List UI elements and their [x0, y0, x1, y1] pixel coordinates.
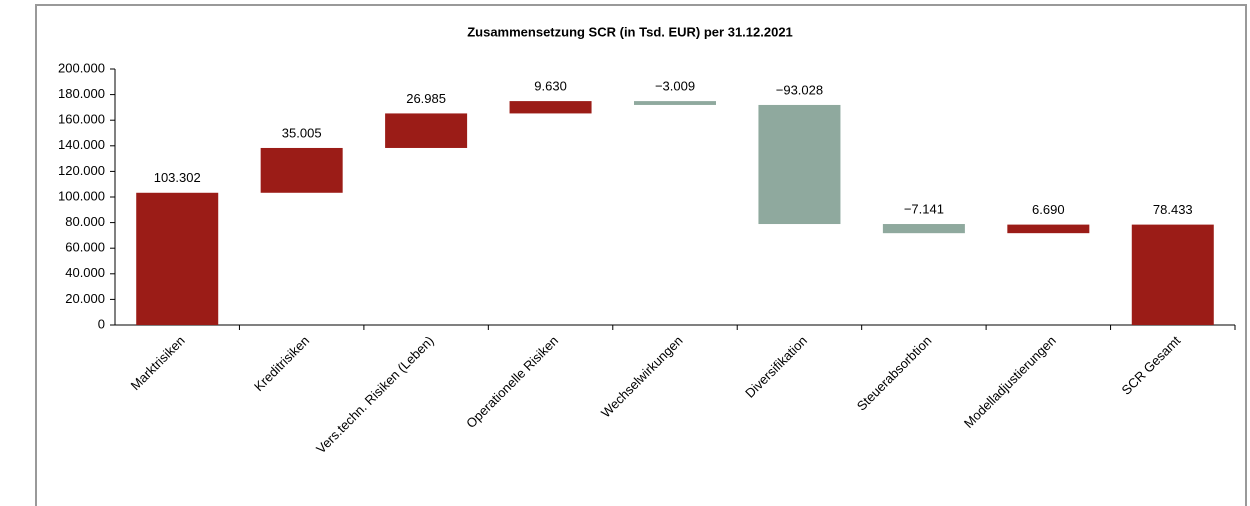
y-tick-label: 120.000 — [58, 163, 105, 178]
bar — [634, 101, 716, 105]
x-tick-label: Operationelle Risiken — [463, 333, 561, 431]
x-tick-label: Kreditrisiken — [251, 333, 312, 394]
value-label: −3.009 — [655, 79, 695, 94]
y-tick-label: 60.000 — [65, 240, 105, 255]
x-tick-label: Steuerabsorbtion — [854, 333, 935, 414]
y-tick-label: 180.000 — [58, 86, 105, 101]
value-label: 6.690 — [1032, 202, 1065, 217]
y-tick-label: 200.000 — [58, 60, 105, 75]
y-tick-label: 100.000 — [58, 188, 105, 203]
chart-title: Zusammensetzung SCR (in Tsd. EUR) per 31… — [467, 24, 793, 39]
x-tick-label: Modelladjustierungen — [961, 333, 1059, 431]
bar — [260, 147, 343, 193]
y-tick-label: 0 — [98, 316, 105, 331]
x-tick-label: Diversifikation — [742, 333, 810, 401]
bar — [758, 104, 841, 225]
value-label: 26.985 — [406, 91, 446, 106]
bar — [136, 192, 219, 325]
bar — [1131, 224, 1214, 325]
y-tick-label: 160.000 — [58, 112, 105, 127]
x-tick-label: Wechselwirkungen — [598, 333, 686, 421]
value-label: −93.028 — [776, 82, 823, 97]
x-tick-label: Marktrisiken — [128, 333, 188, 393]
bar — [882, 224, 965, 234]
x-tick-label: SCR Gesamt — [1119, 333, 1184, 398]
bar — [1007, 224, 1090, 234]
y-tick-label: 40.000 — [65, 265, 105, 280]
y-tick-label: 80.000 — [65, 214, 105, 229]
value-label: 103.302 — [154, 170, 201, 185]
value-label: 78.433 — [1153, 202, 1193, 217]
x-tick-label: Vers.techn. Risiken (Leben) — [313, 333, 437, 457]
value-label: −7.141 — [904, 201, 944, 216]
value-label: 9.630 — [534, 79, 567, 94]
value-label: 35.005 — [282, 125, 322, 140]
y-tick-label: 20.000 — [65, 291, 105, 306]
bar — [509, 101, 592, 114]
bar — [385, 113, 468, 148]
y-tick-label: 140.000 — [58, 137, 105, 152]
frame — [35, 4, 1247, 506]
